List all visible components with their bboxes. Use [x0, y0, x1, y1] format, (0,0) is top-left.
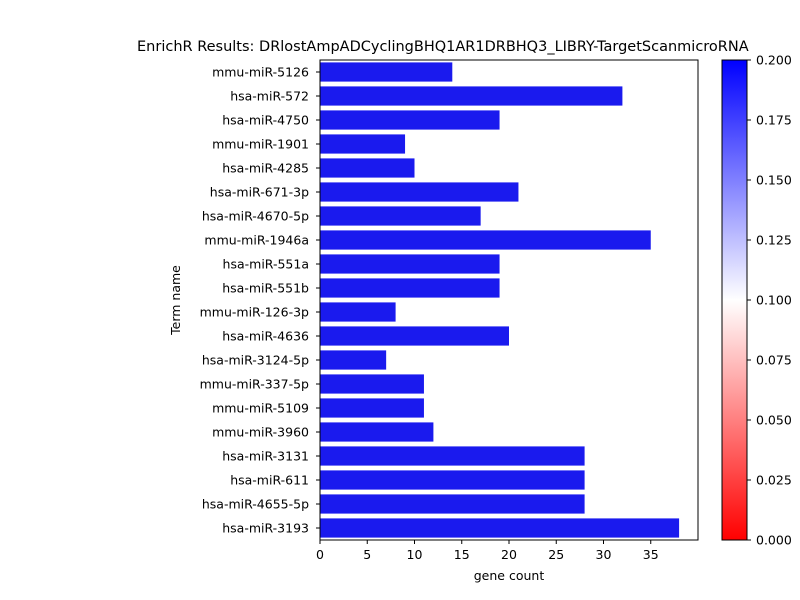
y-tick-label: hsa-miR-572: [230, 89, 309, 104]
colorbar-tick-label: 0.150: [756, 173, 792, 188]
y-tick-label: hsa-miR-4285: [222, 161, 309, 176]
x-axis-label: gene count: [474, 568, 545, 583]
x-tick-label: 5: [363, 547, 371, 562]
y-tick-label: mmu-miR-126-3p: [200, 305, 309, 320]
y-tick-label: hsa-miR-4670-5p: [202, 209, 309, 224]
colorbar-tick-label: 0.075: [756, 353, 792, 368]
bar: [320, 182, 519, 202]
x-tick-label: 25: [548, 547, 564, 562]
bars-layer: [320, 62, 680, 538]
y-tick-label: hsa-miR-3193: [222, 521, 309, 536]
colorbar-tick-label: 0.100: [756, 293, 792, 308]
bar: [320, 158, 415, 178]
y-tick-label: mmu-miR-1901: [212, 137, 309, 152]
bar: [320, 302, 396, 322]
plot-frame: [319, 59, 699, 541]
x-tick-label: 30: [596, 547, 612, 562]
y-tick-label: hsa-miR-551a: [223, 257, 309, 272]
x-tick-label: 20: [501, 547, 517, 562]
y-tick-label: mmu-miR-5109: [212, 401, 309, 416]
colorbar-tick-label: 0.000: [756, 533, 792, 548]
y-tick-label: mmu-miR-3960: [212, 425, 309, 440]
bar: [320, 86, 623, 106]
bar: [320, 350, 387, 370]
bar: [320, 518, 680, 538]
bar: [320, 326, 509, 346]
colorbar: [721, 59, 748, 541]
bar: [320, 494, 585, 514]
bar: [320, 470, 585, 490]
x-tick-label: 0: [316, 547, 324, 562]
x-tick-label: 15: [454, 547, 470, 562]
bar: [320, 422, 434, 442]
chart-title: EnrichR Results: DRlostAmpADCyclingBHQ1A…: [137, 39, 749, 55]
y-tick-label: hsa-miR-611: [230, 473, 309, 488]
y-tick-label: hsa-miR-4636: [222, 329, 309, 344]
bar: [320, 254, 500, 274]
y-tick-label: mmu-miR-5126: [212, 65, 309, 80]
colorbar-tick-label: 0.175: [756, 113, 792, 128]
colorbar-tick-label: 0.050: [756, 413, 792, 428]
y-axis: mmu-miR-5126 hsa-miR-572 hsa-miR-4750 mmu-m…: [200, 65, 320, 536]
x-axis: 0 5 10 15 20 25 30 35: [316, 540, 659, 562]
colorbar-tick-label: 0.125: [756, 233, 792, 248]
x-tick-label: 10: [407, 547, 423, 562]
y-tick-label: mmu-miR-337-5p: [200, 377, 309, 392]
y-tick-label: hsa-miR-4750: [222, 113, 309, 128]
bar: [320, 374, 424, 394]
y-tick-label: hsa-miR-3131: [222, 449, 309, 464]
y-axis-label: Term name: [168, 265, 183, 336]
y-tick-label: hsa-miR-4655-5p: [202, 497, 309, 512]
colorbar-ticks: 0.000 0.025 0.050 0.075 0.100 0.125 0.150 0.175…: [747, 53, 792, 548]
bar: [320, 134, 406, 154]
y-tick-label: hsa-miR-3124-5p: [202, 353, 309, 368]
bar: [320, 230, 651, 250]
bar: [320, 278, 500, 298]
bar: [320, 398, 424, 418]
colorbar-tick-label: 0.200: [756, 53, 792, 68]
y-tick-label: mmu-miR-1946a: [204, 233, 309, 248]
bar: [320, 110, 500, 130]
bar: [320, 446, 585, 466]
colorbar-tick-label: 0.025: [756, 473, 792, 488]
y-tick-label: hsa-miR-551b: [222, 281, 309, 296]
bar: [320, 206, 481, 226]
y-tick-label: hsa-miR-671-3p: [210, 185, 309, 200]
bar: [320, 62, 453, 82]
x-tick-label: 35: [643, 547, 659, 562]
